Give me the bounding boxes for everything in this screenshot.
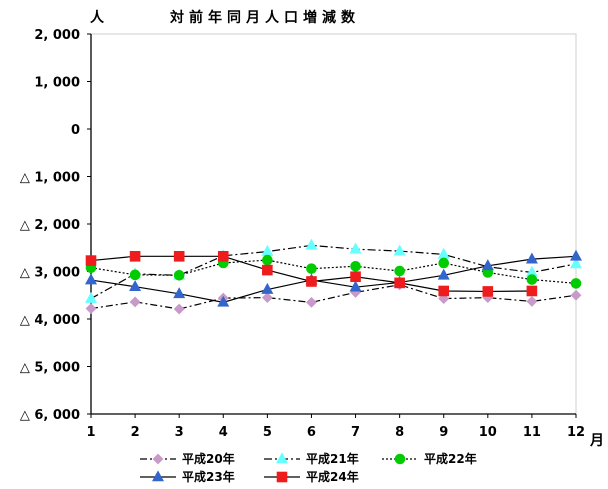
data-point [349, 280, 362, 292]
data-point [306, 296, 317, 308]
legend-label: 平成20年 [182, 451, 235, 466]
x-tick-label: 1 [86, 425, 95, 440]
data-point [394, 265, 405, 277]
data-point [437, 268, 450, 280]
y-tick-label: △ 3, 000 [20, 266, 80, 281]
legend-label: 平成23年 [182, 469, 235, 484]
x-tick-label: 6 [307, 425, 316, 440]
axes: 2, 000 1, 000 0 △ 1, 000 △ 2, 000 △ 3, 000 △ 4… [20, 28, 585, 440]
x-tick-label: 9 [439, 425, 448, 440]
y-tick-label: 2, 000 [34, 28, 80, 43]
legend-item-2: 平成21年 [264, 451, 359, 466]
series-3 [85, 254, 582, 289]
data-point [393, 244, 406, 256]
data-point [129, 296, 141, 308]
data-point [261, 292, 273, 304]
series-line [90, 255, 577, 303]
legend-item-4: 平成23年 [140, 469, 235, 484]
data-point [482, 286, 494, 297]
series-line [90, 284, 577, 310]
data-point [570, 289, 582, 301]
data-point [217, 295, 230, 307]
y-tick-label: △ 5, 000 [20, 361, 80, 376]
data-point [173, 251, 185, 262]
data-point [525, 252, 538, 264]
data-point [349, 242, 362, 254]
x-tick-label: 3 [175, 425, 184, 440]
legend-label: 平成24年 [306, 469, 359, 484]
data-point [570, 278, 582, 289]
data-point [173, 303, 185, 315]
data-point [481, 259, 494, 271]
legend-label: 平成22年 [424, 451, 477, 466]
x-tick-label: 12 [567, 425, 585, 440]
data-point [526, 274, 538, 285]
legend-marker [276, 471, 288, 483]
series-layer [84, 238, 583, 315]
data-point [261, 282, 274, 294]
series-5 [85, 251, 538, 297]
x-tick-label: 8 [395, 425, 404, 440]
x-tick-label: 7 [351, 425, 360, 440]
legend-item-1: 平成20年 [140, 451, 235, 466]
x-tick-label: 11 [523, 425, 541, 440]
data-point [569, 257, 583, 269]
legend-marker [275, 452, 289, 464]
legend-item-3: 平成22年 [382, 451, 477, 466]
legend-marker [152, 453, 164, 465]
legend-label: 平成21年 [306, 451, 359, 466]
data-point [569, 249, 583, 261]
data-point [306, 276, 317, 287]
y-tick-label: △ 1, 000 [20, 171, 80, 186]
x-tick-label: 2 [131, 425, 140, 440]
data-point [526, 285, 538, 297]
y-tick-label: 0 [71, 123, 80, 138]
data-point [129, 251, 141, 262]
data-point [129, 269, 141, 281]
x-tick-label: 10 [479, 425, 497, 440]
y-axis-unit-label: 人 [90, 9, 105, 26]
data-point [306, 263, 317, 274]
y-tick-label: △ 6, 000 [20, 408, 80, 423]
data-point [129, 280, 142, 292]
x-tick-label: 4 [219, 425, 228, 440]
y-tick-label: 1, 000 [34, 76, 80, 91]
data-point [350, 260, 361, 272]
data-point [173, 269, 185, 281]
legend-marker [394, 453, 406, 465]
plot-area [90, 33, 577, 415]
data-point [305, 238, 318, 250]
data-point [526, 296, 538, 307]
x-tick-label: 5 [263, 425, 272, 440]
chart-title: 対前年同月人口増減数 [169, 9, 360, 26]
series-line [90, 259, 577, 284]
legend-item-5: 平成24年 [264, 469, 359, 484]
legend-marker [151, 470, 165, 482]
data-point [438, 285, 450, 297]
data-point [262, 254, 273, 266]
data-point [350, 271, 361, 283]
data-point [84, 291, 98, 303]
data-point [262, 264, 273, 276]
data-point [85, 255, 97, 266]
data-point [394, 277, 405, 289]
data-point [85, 303, 97, 314]
series-4 [84, 249, 583, 307]
data-point [217, 251, 229, 262]
y-tick-label: △ 2, 000 [20, 218, 80, 233]
x-axis-unit-label: 月 [589, 433, 604, 449]
data-point [84, 273, 98, 285]
data-point [438, 257, 450, 269]
data-point [173, 287, 186, 299]
y-tick-label: △ 4, 000 [20, 313, 80, 328]
